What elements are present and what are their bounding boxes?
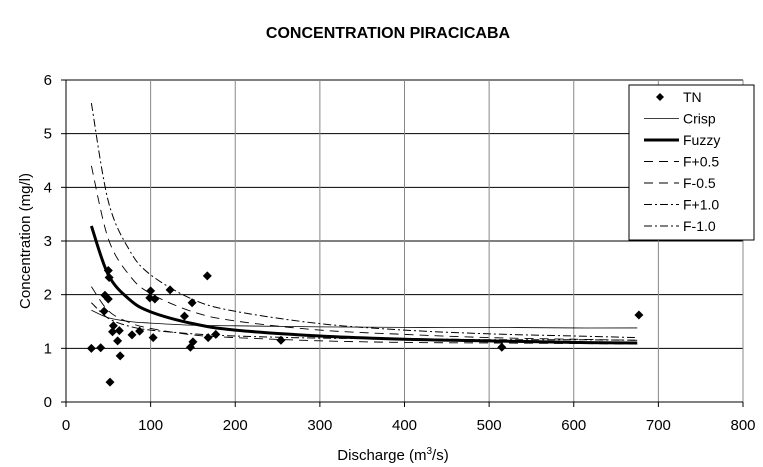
legend-label: F-1.0 xyxy=(683,218,716,234)
curve-f-1-0 xyxy=(90,102,638,339)
data-point-tn xyxy=(127,330,137,340)
data-point-tn xyxy=(114,326,124,336)
data-point-tn xyxy=(108,321,118,331)
x-tick-label: 800 xyxy=(730,417,755,434)
x-tick-label: 600 xyxy=(561,417,586,434)
legend-label: Crisp xyxy=(683,111,716,127)
legend-label: Fuzzy xyxy=(683,132,720,148)
y-tick-label: 5 xyxy=(44,126,52,143)
x-label-end: /s) xyxy=(432,447,449,464)
data-point-tn xyxy=(115,351,125,361)
x-tick-label: 0 xyxy=(62,417,70,434)
data-point-tn xyxy=(146,286,156,296)
x-tick-label: 100 xyxy=(138,417,163,434)
data-point-tn xyxy=(187,298,197,308)
data-point-tn xyxy=(165,285,175,295)
legend-box xyxy=(628,84,755,241)
data-point-tn xyxy=(203,333,213,343)
data-point-tn xyxy=(202,271,212,281)
y-axis-label: Concentration (mg/l) xyxy=(17,173,34,309)
data-point-tn xyxy=(150,294,160,304)
y-tick-label: 0 xyxy=(44,394,52,411)
data-point-tn xyxy=(179,311,189,321)
data-point-tn xyxy=(104,272,114,282)
y-tick-label: 1 xyxy=(44,340,52,357)
x-label-main: Discharge (m xyxy=(337,447,426,464)
data-point-tn xyxy=(105,377,115,387)
data-point-tn xyxy=(103,266,113,276)
x-tick-label: 200 xyxy=(223,417,248,434)
legend-label: F+0.5 xyxy=(683,154,719,170)
data-point-tn xyxy=(99,306,109,316)
y-tick-label: 3 xyxy=(44,233,52,250)
x-tick-label: 700 xyxy=(646,417,671,434)
y-tick-label: 2 xyxy=(44,287,52,304)
data-point-tn xyxy=(86,343,96,353)
x-axis-label: Discharge (m3/s) xyxy=(337,446,448,464)
y-tick-label: 4 xyxy=(44,179,52,196)
data-point-tn xyxy=(96,343,106,353)
legend-label: TN xyxy=(683,89,702,105)
y-tick-label: 6 xyxy=(44,72,52,89)
data-point-tn xyxy=(211,329,221,339)
data-point-tn xyxy=(185,342,195,352)
legend-label: F-0.5 xyxy=(683,175,716,191)
x-tick-label: 500 xyxy=(477,417,502,434)
x-label-superscript: 3 xyxy=(426,446,432,457)
curve-f-1-0 xyxy=(91,302,638,341)
legend: TN Crisp Fuzzy F+0.5 F-0.5 F+1.0 F-1.0 xyxy=(628,84,755,241)
curve-fuzzy xyxy=(89,225,638,345)
legend-marker-tn xyxy=(656,93,664,101)
data-point-tn xyxy=(113,336,123,346)
data-point-tn xyxy=(108,327,118,337)
x-tick-label: 400 xyxy=(392,417,417,434)
data-point-tn xyxy=(103,294,113,304)
curve-f-0-5 xyxy=(91,286,638,345)
data-point-tn xyxy=(135,326,145,336)
data-point-tn xyxy=(497,342,507,352)
legend-label: F+1.0 xyxy=(683,197,719,213)
data-point-tn xyxy=(634,310,644,320)
curve-f-0-5 xyxy=(90,165,638,341)
x-tick-label: 300 xyxy=(307,417,332,434)
data-point-tn xyxy=(276,335,286,345)
chart-title: CONCENTRATION PIRACICABA xyxy=(266,25,511,42)
data-point-tn xyxy=(148,333,158,343)
